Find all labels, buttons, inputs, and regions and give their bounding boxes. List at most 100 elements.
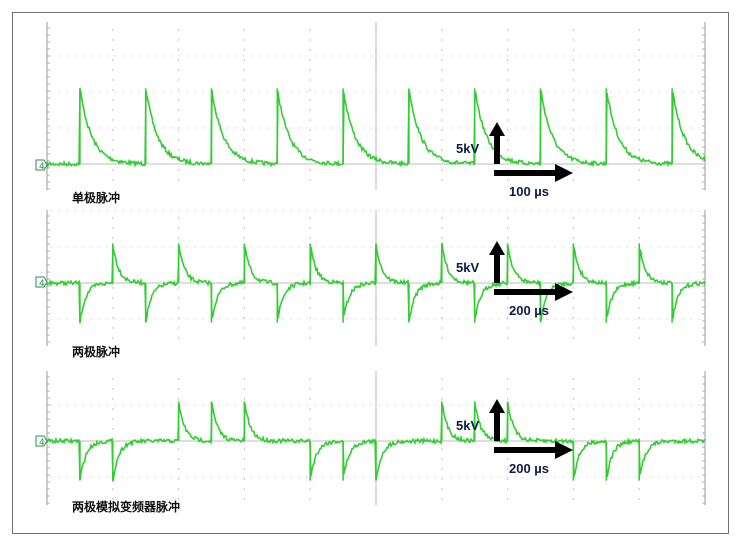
grid-dot — [375, 428, 377, 430]
grid-dot — [186, 91, 188, 93]
grid-dot — [98, 210, 100, 212]
grid-dot — [442, 55, 444, 57]
grid-dot — [458, 246, 460, 248]
grid-dot — [434, 246, 436, 248]
grid-dot — [466, 476, 468, 478]
grid-dot — [466, 127, 468, 129]
grid-dot — [282, 246, 284, 248]
grid-dot — [572, 169, 575, 171]
grid-dot — [322, 404, 324, 406]
grid-dot — [309, 488, 311, 490]
grid-dot — [226, 318, 228, 320]
grid-dot — [638, 129, 640, 131]
channel-4-marker-icon: 4 — [35, 276, 48, 289]
grid-dot — [586, 210, 588, 212]
grid-dot — [650, 163, 652, 165]
right-arrow-icon — [494, 283, 573, 301]
waveform-trace — [46, 88, 706, 169]
grid-dot — [112, 388, 114, 390]
grid-dot — [346, 440, 348, 442]
panel-title: 两极模拟变频器脉冲 — [72, 499, 180, 514]
grid-dot — [441, 287, 443, 289]
grid-dot — [330, 440, 332, 442]
grid-dot — [522, 127, 524, 129]
grid-dot — [177, 468, 180, 470]
grid-dot — [338, 91, 340, 93]
grid-dot — [572, 398, 575, 400]
grid-dot — [66, 210, 68, 212]
grid-dot — [441, 169, 443, 171]
grid-dot — [243, 468, 246, 470]
grid-dot — [638, 307, 640, 309]
grid-dot — [234, 127, 236, 129]
grid-dot — [274, 404, 276, 406]
grid-dot — [441, 139, 443, 141]
grid-dot — [642, 163, 644, 165]
grid-dot — [290, 210, 292, 212]
grid-dot — [226, 163, 228, 165]
grid-dot — [290, 318, 292, 320]
grid-dot — [634, 404, 636, 406]
grid-dot — [690, 246, 692, 248]
grid-dot — [218, 163, 220, 165]
grid-dot — [282, 210, 284, 212]
grid-dot — [418, 318, 420, 320]
grid-dot — [506, 99, 509, 101]
grid-dot — [506, 227, 509, 229]
grid-dot — [441, 39, 443, 41]
grid-dot — [441, 388, 443, 390]
grid-dot — [626, 318, 628, 320]
grid-dot — [562, 404, 564, 406]
grid-dot — [202, 55, 204, 57]
grid-dot — [375, 388, 377, 390]
grid-dot — [466, 55, 468, 57]
grid-dot — [309, 227, 311, 229]
grid-dot — [698, 127, 700, 129]
grid-dot — [650, 210, 652, 212]
grid-dot — [538, 476, 540, 478]
grid-dot — [375, 337, 377, 339]
grid-dot — [572, 129, 575, 131]
grid-dot — [202, 127, 204, 129]
grid-dot — [130, 210, 132, 212]
grid-dot — [112, 227, 114, 229]
grid-dot — [498, 210, 500, 212]
grid-dot — [130, 318, 132, 320]
grid-dot — [194, 476, 196, 478]
grid-dot — [309, 109, 311, 111]
grid-dot — [650, 404, 652, 406]
right-arrow-icon — [494, 441, 573, 459]
grid-dot — [522, 282, 524, 284]
grid-dot — [114, 127, 116, 129]
grid-dot — [362, 210, 364, 212]
grid-dot — [378, 55, 380, 57]
grid-dot — [666, 91, 668, 93]
grid-dot — [74, 404, 76, 406]
grid-dot — [638, 327, 640, 329]
grid-dot — [594, 318, 596, 320]
grid-dot — [674, 127, 676, 129]
grid-dot — [638, 337, 640, 339]
grid-dot — [594, 404, 596, 406]
grid-dot — [298, 55, 300, 57]
panel-title: 单极脉冲 — [72, 190, 120, 205]
grid-dot — [330, 55, 332, 57]
grid-dot — [658, 91, 660, 93]
grid-dot — [658, 318, 660, 320]
voltage-scale-label: 5kV — [456, 141, 479, 156]
grid-dot — [309, 49, 311, 51]
grid-dot — [314, 246, 316, 248]
grid-dot — [243, 327, 246, 329]
grid-dot — [682, 246, 684, 248]
grid-dot — [82, 246, 84, 248]
grid-dot — [178, 91, 180, 93]
grid-dot — [572, 378, 575, 380]
grid-dot — [410, 91, 412, 93]
grid-dot — [538, 440, 540, 442]
grid-dot — [466, 318, 468, 320]
grid-dot — [306, 91, 308, 93]
grid-dot — [274, 91, 276, 93]
grid-dot — [90, 55, 92, 57]
grid-dot — [112, 109, 114, 111]
grid-dot — [66, 246, 68, 248]
